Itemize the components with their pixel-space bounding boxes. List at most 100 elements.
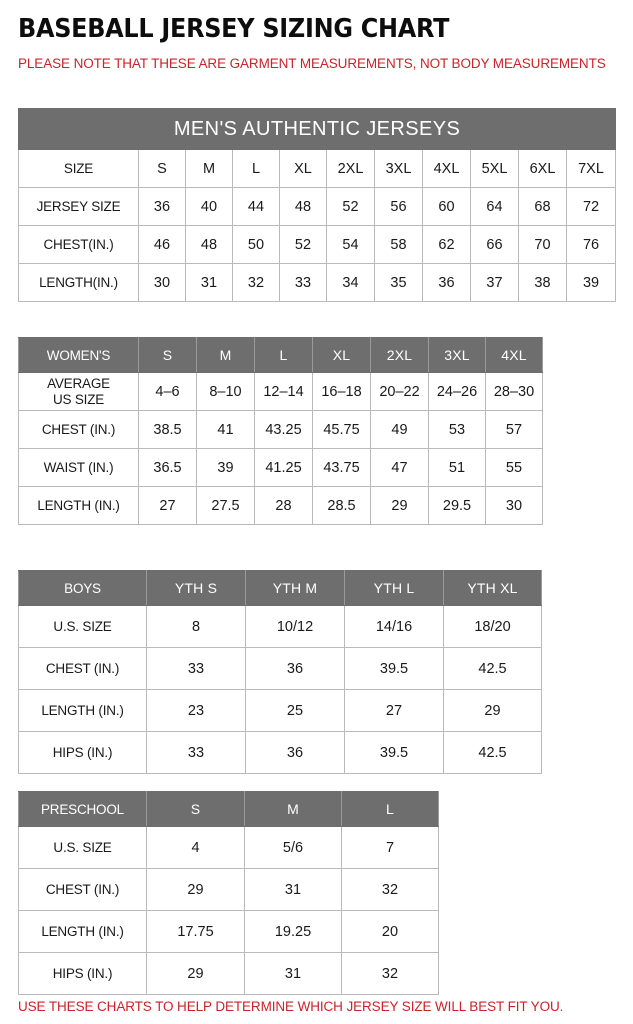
preschool-cell-r2-c1: 29 <box>146 868 245 911</box>
preschool-cell-r4-c3: 32 <box>341 952 439 995</box>
boys-cell-r1-c3: 14/16 <box>344 605 444 648</box>
mens-cell-r3-c1: 30 <box>138 263 186 302</box>
preschool-cell-r1-c2: 5/6 <box>244 826 342 869</box>
mens-size-header-2: M <box>185 149 233 188</box>
preschool-cell-r1-c1: 4 <box>146 826 245 869</box>
boys-size-header-4: YTH XL <box>443 570 542 606</box>
table-row: JERSEY SIZE 36 40 44 48 52 56 60 64 68 72 <box>18 187 617 226</box>
womens-cell-r3-c2: 39 <box>196 448 255 487</box>
preschool-cell-r2-c2: 31 <box>244 868 342 911</box>
boys-cell-r3-c2: 25 <box>245 689 345 732</box>
mens-cell-r3-c9: 38 <box>518 263 567 302</box>
mens-table-title: MEN'S AUTHENTIC JERSEYS <box>17 108 617 150</box>
preschool-cell-r3-c1: 17.75 <box>146 910 245 953</box>
boys-sizing-table: BOYS YTH S YTH M YTH L YTH XL U.S. SIZE 8 10/12… <box>18 570 542 774</box>
mens-cell-r1-c1: 36 <box>138 187 186 226</box>
mens-row-label-1: JERSEY SIZE <box>18 187 139 226</box>
womens-cell-r4-c3: 28 <box>254 486 313 525</box>
page-title: BASEBALL JERSEY SIZING CHART <box>18 14 450 44</box>
womens-row-label-1: AVERAGE US SIZE <box>18 372 139 411</box>
mens-cell-r3-c6: 35 <box>374 263 423 302</box>
table-row: U.S. SIZE 8 10/12 14/16 18/20 <box>18 605 542 648</box>
mens-cell-r1-c7: 60 <box>422 187 471 226</box>
preschool-cell-r3-c3: 20 <box>341 910 439 953</box>
boys-corner-label: BOYS <box>18 570 147 606</box>
mens-cell-r1-c4: 48 <box>279 187 327 226</box>
mens-cell-r2-c6: 58 <box>374 225 423 264</box>
mens-cell-r2-c10: 76 <box>565 225 617 264</box>
womens-cell-r4-c5: 29 <box>370 486 429 525</box>
mens-cell-r1-c5: 52 <box>326 187 375 226</box>
mens-cell-r1-c6: 56 <box>374 187 423 226</box>
boys-cell-r2-c2: 36 <box>245 647 345 690</box>
boys-cell-r3-c4: 29 <box>443 689 542 732</box>
mens-cell-r3-c2: 31 <box>185 263 233 302</box>
mens-cell-r1-c2: 40 <box>185 187 233 226</box>
mens-size-header-10: 7XL <box>565 149 617 188</box>
mens-table-body: MEN'S AUTHENTIC JERSEYS SIZE S M L XL 2XL 3XL 4X… <box>17 108 617 302</box>
womens-cell-r4-c1: 27 <box>138 486 197 525</box>
womens-cell-r1-c3: 12–14 <box>254 372 313 411</box>
womens-cell-r1-c2: 8–10 <box>196 372 255 411</box>
mens-cell-r3-c8: 37 <box>470 263 519 302</box>
footer-note: USE THESE CHARTS TO HELP DETERMINE WHICH… <box>18 999 564 1014</box>
mens-size-header-8: 5XL <box>470 149 519 188</box>
womens-size-header-6: 3XL <box>428 337 486 373</box>
boys-header-row: BOYS YTH S YTH M YTH L YTH XL <box>18 570 542 606</box>
womens-row-label-3: WAIST (IN.) <box>18 448 139 487</box>
preschool-row-label-4: HIPS (IN.) <box>18 952 147 995</box>
womens-cell-r2-c1: 38.5 <box>138 410 197 449</box>
mens-row-label-3: LENGTH(IN.) <box>18 263 139 302</box>
mens-size-header-6: 3XL <box>374 149 423 188</box>
mens-cell-r1-c10: 72 <box>565 187 617 226</box>
boys-cell-r4-c4: 42.5 <box>443 731 542 774</box>
table-row: U.S. SIZE 4 5/6 7 <box>18 826 439 869</box>
womens-size-header-7: 4XL <box>485 337 543 373</box>
womens-cell-r3-c7: 55 <box>485 448 543 487</box>
womens-cell-r3-c6: 51 <box>428 448 486 487</box>
boys-row-label-4: HIPS (IN.) <box>18 731 147 774</box>
womens-row-label-4: LENGTH (IN.) <box>18 486 139 525</box>
mens-size-header-9: 6XL <box>518 149 567 188</box>
boys-cell-r2-c3: 39.5 <box>344 647 444 690</box>
preschool-row-label-3: LENGTH (IN.) <box>18 910 147 953</box>
womens-cell-r4-c4: 28.5 <box>312 486 371 525</box>
womens-cell-r1-c6: 24–26 <box>428 372 486 411</box>
womens-cell-r3-c4: 43.75 <box>312 448 371 487</box>
womens-cell-r3-c5: 47 <box>370 448 429 487</box>
table-row: LENGTH (IN.) 17.75 19.25 20 <box>18 910 439 953</box>
mens-cell-r2-c8: 66 <box>470 225 519 264</box>
womens-cell-r2-c3: 43.25 <box>254 410 313 449</box>
mens-cell-r3-c5: 34 <box>326 263 375 302</box>
mens-cell-r2-c5: 54 <box>326 225 375 264</box>
table-row: CHEST (IN.) 29 31 32 <box>18 868 439 911</box>
boys-row-label-3: LENGTH (IN.) <box>18 689 147 732</box>
womens-cell-r1-c5: 20–22 <box>370 372 429 411</box>
womens-row-label-2: CHEST (IN.) <box>18 410 139 449</box>
womens-cell-r4-c7: 30 <box>485 486 543 525</box>
boys-cell-r4-c3: 39.5 <box>344 731 444 774</box>
womens-cell-r1-c4: 16–18 <box>312 372 371 411</box>
womens-cell-r2-c2: 41 <box>196 410 255 449</box>
womens-size-header-3: L <box>254 337 313 373</box>
mens-cell-r3-c3: 32 <box>232 263 280 302</box>
mens-cell-r1-c9: 68 <box>518 187 567 226</box>
preschool-table-body: PRESCHOOL S M L U.S. SIZE 4 5/6 7 CHEST (IN.) 29 3… <box>18 791 439 995</box>
mens-cell-r2-c9: 70 <box>518 225 567 264</box>
table-row: LENGTH(IN.) 30 31 32 33 34 35 36 37 38 39 <box>18 263 617 302</box>
mens-sizing-table: MEN'S AUTHENTIC JERSEYS SIZE S M L XL 2XL 3XL 4X… <box>17 108 617 302</box>
mens-row-label-2: CHEST(IN.) <box>18 225 139 264</box>
preschool-cell-r4-c2: 31 <box>244 952 342 995</box>
boys-cell-r3-c1: 23 <box>146 689 246 732</box>
preschool-sizing-table: PRESCHOOL S M L U.S. SIZE 4 5/6 7 CHEST (IN.) 29 3… <box>18 791 439 995</box>
mens-cell-r2-c7: 62 <box>422 225 471 264</box>
table-row: CHEST (IN.) 33 36 39.5 42.5 <box>18 647 542 690</box>
boys-size-header-3: YTH L <box>344 570 444 606</box>
boys-table-body: BOYS YTH S YTH M YTH L YTH XL U.S. SIZE 8 10/12… <box>18 570 542 774</box>
womens-cell-r4-c2: 27.5 <box>196 486 255 525</box>
boys-cell-r4-c1: 33 <box>146 731 246 774</box>
mens-size-header-4: XL <box>279 149 327 188</box>
mens-header-row: SIZE S M L XL 2XL 3XL 4XL 5XL 6XL 7XL <box>18 149 617 188</box>
table-row: LENGTH (IN.) 23 25 27 29 <box>18 689 542 732</box>
